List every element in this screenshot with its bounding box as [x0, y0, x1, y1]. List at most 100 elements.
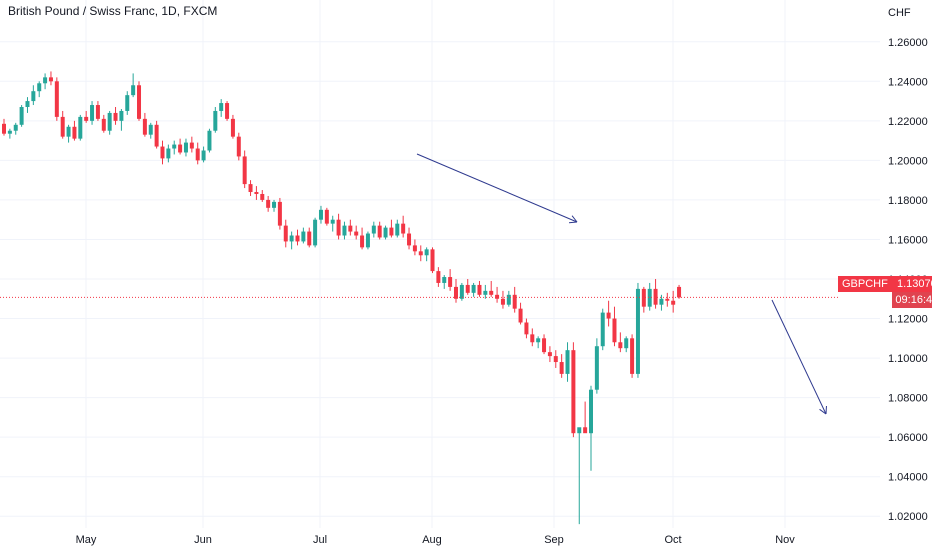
candle-body — [119, 110, 124, 121]
candle-body — [436, 271, 441, 283]
candle-body — [72, 126, 77, 139]
candle-body — [465, 284, 470, 293]
candle-body — [412, 245, 417, 252]
y-tick-label: 1.10000 — [888, 353, 928, 365]
candle-body — [301, 231, 306, 242]
candle-body — [307, 231, 312, 246]
candle-body — [219, 103, 224, 111]
arrow-line — [416, 153, 578, 223]
candle-body — [84, 116, 89, 121]
x-tick-label: May — [76, 534, 97, 546]
candle-body — [401, 223, 406, 234]
candle-body — [483, 290, 488, 295]
candle-body — [66, 126, 71, 137]
y-tick-label: 1.04000 — [888, 472, 928, 484]
candle-body — [60, 116, 65, 137]
arrow-head — [571, 215, 578, 223]
candle-body — [266, 199, 271, 208]
candle-body — [330, 219, 335, 224]
symbol-badge: GBPCHF — [838, 276, 892, 292]
candle-body — [424, 249, 429, 256]
candle-body — [506, 294, 511, 305]
candle-body — [207, 130, 212, 151]
grid-lines — [0, 0, 880, 528]
candle-body — [383, 227, 388, 238]
candle-body — [342, 225, 347, 236]
y-tick-label: 1.24000 — [888, 76, 928, 88]
y-tick-label: 1.20000 — [888, 155, 928, 167]
candle-body — [19, 107, 24, 125]
candle-body — [336, 219, 341, 236]
candle-body — [166, 148, 171, 159]
candle-body — [354, 231, 359, 236]
candle-body — [318, 209, 323, 220]
candle-body — [236, 136, 241, 157]
candle-body — [254, 192, 259, 194]
candle-body — [78, 116, 83, 139]
x-tick-label: Jun — [194, 534, 212, 546]
candle-body — [635, 288, 640, 374]
candle-body — [248, 184, 253, 193]
candle-body — [25, 101, 30, 108]
candle-body — [101, 118, 106, 131]
x-tick-label: Oct — [664, 534, 681, 546]
candle-body — [671, 300, 676, 305]
candle-body — [677, 286, 682, 298]
y-tick-label: 1.02000 — [888, 511, 928, 523]
candle-body — [225, 103, 230, 119]
candle-body — [418, 251, 423, 256]
candle-body — [624, 338, 629, 349]
candle-body — [500, 298, 505, 305]
candle-body — [201, 150, 206, 161]
candle-body — [183, 142, 188, 153]
candle-body — [360, 235, 365, 248]
candle-body — [313, 219, 318, 246]
chart-title: British Pound / Swiss Franc, 1D, FXCM — [8, 4, 218, 18]
y-tick-label: 1.08000 — [888, 393, 928, 405]
candle-body — [131, 85, 136, 96]
candle-body — [536, 338, 541, 343]
candle-body — [189, 142, 194, 149]
candle-body — [518, 308, 523, 323]
candle-body — [547, 352, 552, 357]
candle-body — [653, 288, 658, 305]
candle-body — [125, 95, 130, 111]
candle-body — [272, 201, 277, 208]
candle-body — [324, 209, 329, 224]
candle-body — [612, 318, 617, 343]
candle-body — [13, 124, 18, 131]
candle-body — [148, 124, 153, 135]
candle-body — [389, 227, 394, 236]
candle-body — [641, 288, 646, 307]
y-tick-label: 1.12000 — [888, 314, 928, 326]
candle-body — [594, 346, 599, 390]
arrow-head — [819, 408, 827, 415]
candle-body — [95, 105, 100, 119]
candle-body — [565, 350, 570, 374]
candle-body — [2, 123, 6, 134]
candle-body — [137, 85, 142, 119]
y-tick-label: 1.22000 — [888, 116, 928, 128]
candle-body — [471, 284, 476, 293]
x-tick-label: Jul — [313, 534, 327, 546]
candle-body — [512, 294, 517, 309]
trend-arrows — [416, 153, 827, 415]
candle-body — [154, 124, 159, 147]
candle-body — [459, 284, 464, 299]
candle-body — [142, 118, 147, 135]
candle-body — [530, 334, 535, 343]
candle-body — [365, 233, 370, 248]
candle-body — [495, 294, 500, 299]
candle-body — [553, 356, 558, 363]
y-tick-label: 1.26000 — [888, 37, 928, 49]
x-axis: May Jun Jul Aug Sep Oct Nov — [76, 534, 796, 546]
candle-body — [524, 322, 529, 335]
candle-body — [618, 342, 623, 349]
candle-body — [7, 130, 12, 134]
candle-body — [583, 427, 588, 434]
candle-body — [630, 338, 635, 374]
x-tick-label: Sep — [544, 534, 564, 546]
candle-body — [589, 389, 593, 434]
